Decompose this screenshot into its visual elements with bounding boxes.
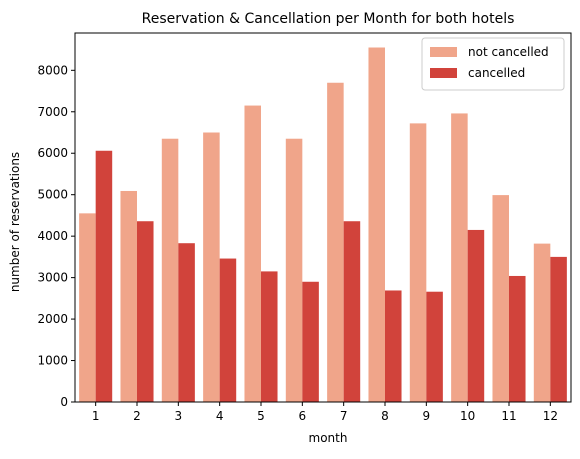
y-axis-label: number of reservations <box>8 152 22 292</box>
bar-not-cancelled-month-3 <box>161 138 179 402</box>
x-axis-label: month <box>309 431 348 445</box>
bar-cancelled-month-12 <box>550 256 567 402</box>
bar-cancelled-month-8 <box>385 290 402 402</box>
x-tick-label: 5 <box>257 409 265 423</box>
legend-swatch-not-cancelled <box>430 47 457 57</box>
x-tick-label: 10 <box>460 409 475 423</box>
y-tick-label: 4000 <box>37 229 68 243</box>
bar-not-cancelled-month-12 <box>533 243 551 402</box>
bar-not-cancelled-month-9 <box>409 123 427 402</box>
legend-label: cancelled <box>468 66 525 80</box>
bar-cancelled-month-3 <box>178 243 195 402</box>
legend-swatch-cancelled <box>430 68 457 78</box>
axes-layer: 1 2 3 4 5 6 7 8 9 10 11 120100020003000400050006000… <box>37 32 572 423</box>
bar-not-cancelled-month-4 <box>203 132 220 402</box>
x-tick-label: 8 <box>381 409 389 423</box>
bar-cancelled-month-11 <box>509 275 526 402</box>
bar-cancelled-month-9 <box>426 291 443 402</box>
y-tick-label: 8000 <box>37 63 68 77</box>
bar-cancelled-month-7 <box>343 221 361 402</box>
x-tick-label: 12 <box>543 409 558 423</box>
bar-cancelled-month-4 <box>219 258 237 402</box>
y-tick-label: 2000 <box>37 312 68 326</box>
legend-box <box>421 37 565 91</box>
x-tick-label: 9 <box>423 409 431 423</box>
bar-cancelled-month-6 <box>302 281 319 402</box>
bar-not-cancelled-month-11 <box>492 195 509 402</box>
bar-not-cancelled-month-1 <box>79 213 96 402</box>
y-tick-label: 5000 <box>37 188 68 202</box>
bar-cancelled-month-10 <box>467 229 485 402</box>
x-tick-label: 7 <box>340 409 348 423</box>
legend: not cancelled cancelled <box>421 37 565 91</box>
bar-not-cancelled-month-10 <box>451 113 468 403</box>
y-tick-label: 7000 <box>37 105 68 119</box>
y-tick-label: 0 <box>60 395 68 409</box>
x-tick-label: 6 <box>299 409 307 423</box>
bar-not-cancelled-month-8 <box>368 47 385 402</box>
y-tick-label: 3000 <box>37 271 68 285</box>
bar-not-cancelled-month-2 <box>120 190 137 402</box>
bar-cancelled-month-1 <box>95 150 113 402</box>
bar-not-cancelled-month-7 <box>327 82 344 402</box>
x-tick-label: 11 <box>501 409 516 423</box>
bar-cancelled-month-2 <box>137 221 154 402</box>
x-tick-label: 3 <box>175 409 183 423</box>
chart-title: Reservation & Cancellation per Month for… <box>142 11 515 27</box>
y-tick-label: 1000 <box>37 354 68 368</box>
legend-label: not cancelled <box>468 45 549 59</box>
bars-layer <box>79 47 567 403</box>
x-tick-label: 2 <box>133 409 141 423</box>
bar-not-cancelled-month-6 <box>285 138 303 402</box>
y-tick-label: 6000 <box>37 146 68 160</box>
plot-frame <box>74 32 572 403</box>
bar-cancelled-month-5 <box>261 271 278 402</box>
bar-not-cancelled-month-5 <box>244 105 261 402</box>
x-tick-label: 1 <box>92 409 100 423</box>
x-tick-label: 4 <box>216 409 224 423</box>
